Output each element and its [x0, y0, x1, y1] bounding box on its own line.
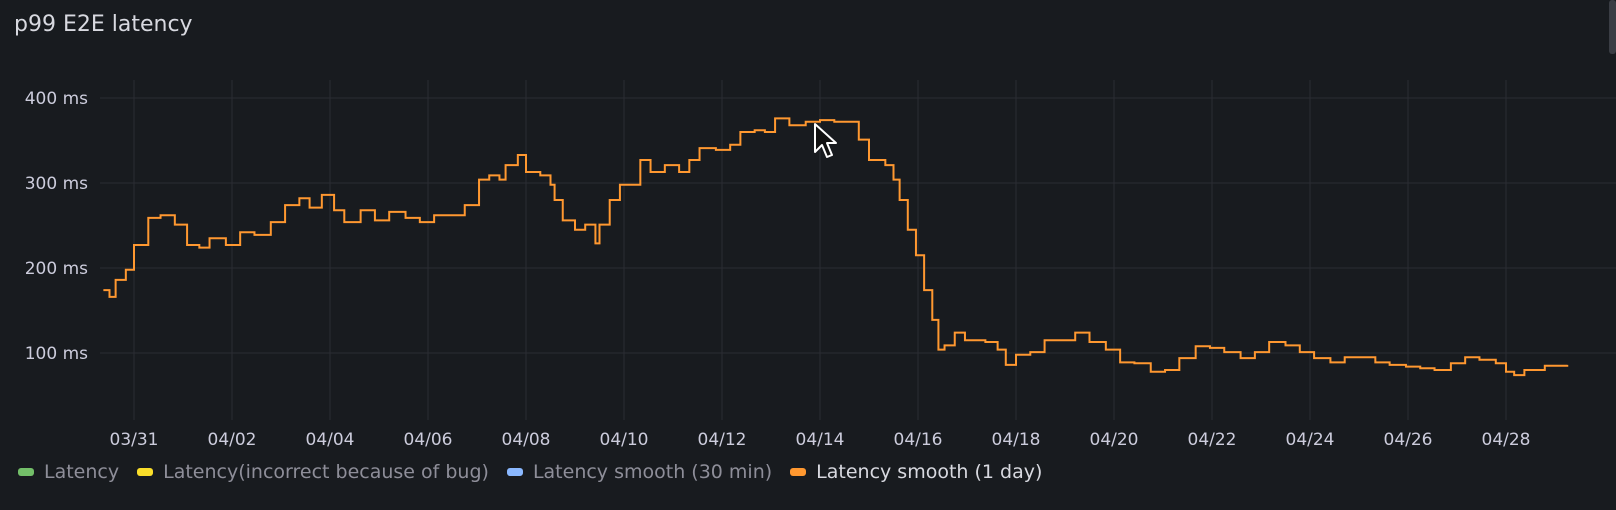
legend-item[interactable]: Latency smooth (30 min) — [506, 461, 773, 483]
legend-item[interactable]: Latency(incorrect because of bug) — [137, 461, 489, 483]
x-tick-label: 04/16 — [894, 430, 943, 450]
x-tick-label: 04/20 — [1090, 430, 1139, 450]
scrollbar[interactable] — [1609, 0, 1616, 54]
grid — [100, 80, 1616, 420]
legend-swatch-icon — [137, 468, 154, 476]
y-tick-label: 100 ms — [25, 344, 88, 364]
y-tick-label: 200 ms — [25, 259, 88, 279]
x-tick-label: 04/12 — [698, 430, 747, 450]
x-axis: 03/31 04/02 04/04 04/06 04/08 04/10 04/12 04/14… — [110, 430, 1531, 450]
x-tick-label: 04/04 — [306, 430, 355, 450]
legend-label: Latency smooth (30 min) — [532, 461, 773, 483]
x-tick-label: 04/08 — [502, 430, 551, 450]
x-tick-label: 04/18 — [992, 430, 1041, 450]
legend-swatch-icon — [18, 468, 34, 476]
legend-item[interactable]: Latency — [18, 461, 119, 483]
x-tick-label: 04/26 — [1384, 430, 1433, 450]
mouse-cursor-icon — [814, 123, 837, 158]
x-tick-label: 04/24 — [1286, 430, 1335, 450]
x-tick-label: 04/06 — [404, 430, 453, 450]
series-layer — [103, 117, 1569, 377]
series-line-latency-smooth-1-day — [103, 117, 1569, 377]
y-tick-label: 400 ms — [25, 89, 88, 109]
legend-swatch-icon — [790, 468, 807, 476]
latency-chart: 100 ms 200 ms 300 ms 400 ms 03/31 04/02 04/04… — [25, 80, 1616, 450]
y-axis: 100 ms 200 ms 300 ms 400 ms — [25, 89, 88, 364]
x-tick-label: 04/28 — [1482, 430, 1531, 450]
legend-label: Latency(incorrect because of bug) — [163, 461, 489, 483]
legend-label: Latency smooth (1 day) — [816, 461, 1043, 483]
legend-item[interactable]: Latency smooth (1 day) — [790, 461, 1042, 483]
panel-title: p99 E2E latency — [14, 12, 193, 37]
y-tick-label: 300 ms — [25, 174, 88, 194]
x-tick-label: 04/02 — [208, 430, 257, 450]
x-tick-label: 04/14 — [796, 430, 845, 450]
x-tick-label: 04/10 — [600, 430, 649, 450]
x-tick-label: 03/31 — [110, 430, 159, 450]
x-tick-label: 04/22 — [1188, 430, 1237, 450]
legend: Latency Latency(incorrect because of bug)… — [18, 461, 1042, 483]
legend-swatch-icon — [506, 468, 523, 476]
legend-label: Latency — [44, 461, 120, 483]
